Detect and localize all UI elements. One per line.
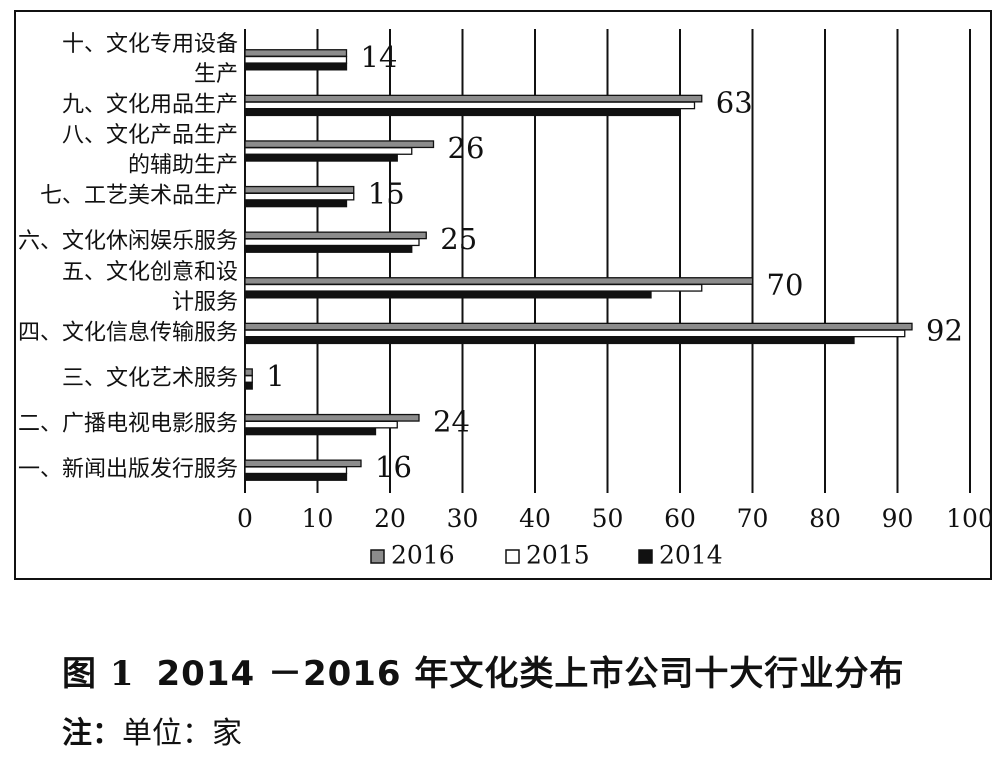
x-tick-label: 90	[882, 504, 914, 533]
bar-2014	[244, 153, 398, 162]
bar-2015	[244, 375, 253, 383]
x-tick-label: 30	[447, 504, 479, 533]
bar-2016	[244, 368, 253, 377]
x-tick-label: 20	[374, 504, 406, 533]
category-label: 九、文化用品生产	[62, 92, 238, 117]
bar-2014	[244, 336, 855, 345]
x-tick-label: 100	[946, 504, 990, 533]
bar-2015	[244, 283, 703, 292]
x-tick-label: 10	[302, 504, 334, 533]
bar-2015	[244, 420, 398, 429]
bar-2014	[244, 245, 413, 253]
bar-2016	[244, 413, 420, 422]
bar-2016	[244, 140, 435, 149]
figure-caption: 图 1 2014 －2016 年文化类上市公司十大行业分布	[62, 646, 904, 695]
data-label: 14	[361, 40, 398, 74]
data-label: 63	[716, 85, 753, 119]
bar-2015	[244, 329, 906, 338]
bar-2016	[244, 94, 703, 103]
bar-2014	[244, 108, 681, 117]
bar-2015	[244, 147, 413, 155]
category-label: 生产	[194, 62, 238, 87]
category-label: 计服务	[172, 290, 238, 315]
data-label: 16	[375, 450, 412, 484]
x-tick-label: 70	[737, 504, 769, 533]
category-label: 七、工艺美术品生产	[40, 184, 238, 209]
x-tick-label: 60	[664, 504, 696, 533]
category-label: 二、广播电视电影服务	[18, 412, 238, 437]
category-label: 八、文化产品生产	[62, 123, 238, 148]
legend-swatch-2014	[638, 549, 653, 564]
legend-label-2016: 2016	[391, 541, 455, 570]
category-label: 六、文化休闲娱乐服务	[18, 229, 238, 254]
bar-2015	[244, 192, 355, 201]
bar-2016	[244, 277, 754, 285]
figure-title: 2014 －2016 年文化类上市公司十大行业分布	[156, 654, 905, 694]
x-tick-label: 40	[519, 504, 551, 533]
chart-frame: 0 10 20 30 40 50 60 70 80 90 100 14 十、文化专用设备生产 63 九、文化…	[14, 10, 992, 580]
category-label: 一、新闻出版发行服务	[18, 457, 238, 482]
bar-2014	[244, 427, 377, 436]
data-label: 15	[368, 177, 405, 211]
category-label: 十、文化专用设备	[62, 32, 238, 57]
legend-swatch-2016	[370, 549, 385, 564]
data-label: 26	[448, 131, 485, 165]
bar-2016	[244, 322, 913, 331]
category-label: 三、文化艺术服务	[62, 366, 238, 391]
bar-2015	[244, 55, 348, 64]
bar-2014	[244, 473, 348, 481]
bar-2014	[244, 199, 348, 208]
x-tick-label: 50	[592, 504, 624, 533]
x-tick-label: 0	[237, 504, 253, 533]
data-label: 24	[433, 405, 470, 439]
legend-label-2014: 2014	[659, 541, 723, 570]
note-label: 注：	[62, 716, 122, 751]
category-label: 五、文化创意和设	[62, 260, 238, 285]
figure-number: 图 1	[62, 654, 135, 694]
category-label: 四、文化信息传输服务	[18, 320, 238, 345]
bar-2014	[244, 62, 348, 71]
category-label: 的辅助生产	[128, 153, 238, 178]
data-label: 1	[266, 359, 284, 393]
bar-2016	[244, 231, 427, 240]
x-tick-label: 80	[809, 504, 841, 533]
bar-2014	[244, 381, 253, 390]
bar-2016	[244, 459, 362, 468]
data-label: 70	[767, 268, 804, 302]
bar-2015	[244, 238, 420, 247]
bar-2015	[244, 466, 348, 475]
bar-2015	[244, 101, 696, 110]
bar-2016	[244, 49, 348, 57]
note-text: 单位：家	[122, 716, 242, 751]
data-label: 25	[440, 222, 477, 256]
bar-2016	[244, 185, 355, 194]
legend-swatch-2015	[505, 549, 520, 564]
legend-label-2015: 2015	[526, 541, 590, 570]
bar-2014	[244, 290, 652, 299]
figure-note: 注：单位：家	[62, 708, 242, 752]
data-label: 92	[926, 313, 963, 347]
